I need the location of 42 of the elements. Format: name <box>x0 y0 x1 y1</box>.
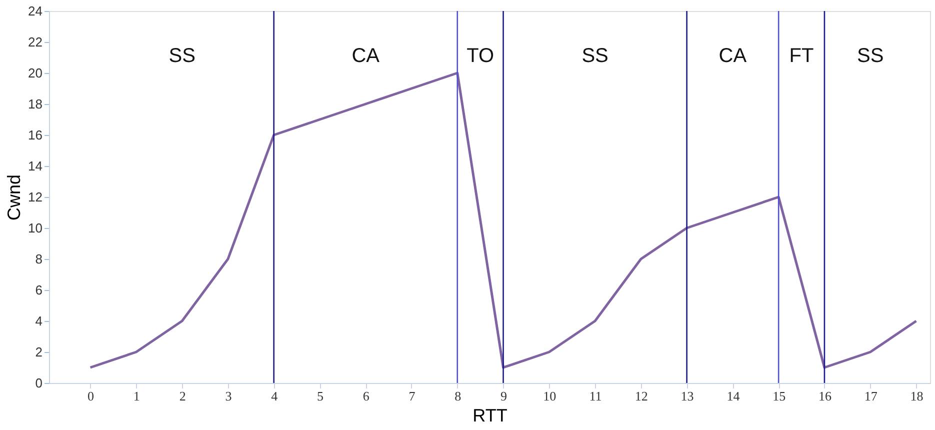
annotation: SS <box>168 45 196 67</box>
x-tick-label: 11 <box>589 388 602 404</box>
x-tick-label: 0 <box>88 388 94 404</box>
x-tick-label: 2 <box>179 388 186 404</box>
y-tick-label: 18 <box>28 96 42 112</box>
x-tick-label: 3 <box>225 388 232 404</box>
x-tick-label: 4 <box>271 388 278 404</box>
y-tick-label: 2 <box>35 344 42 360</box>
x-axis-title: RTT <box>472 406 508 426</box>
annotation: SS <box>857 45 884 67</box>
x-tick-label: 12 <box>634 388 648 404</box>
x-tick-label: 10 <box>543 388 556 404</box>
y-tick-label: 16 <box>28 128 42 142</box>
line-series <box>89 72 918 369</box>
annotation: CA <box>352 45 380 67</box>
x-tick-label: 13 <box>680 388 694 404</box>
y-tick-label: 20 <box>28 66 42 80</box>
x-tick-label: 18 <box>910 388 924 404</box>
x-tick-label: 17 <box>864 388 878 404</box>
annotation: CA <box>718 45 748 67</box>
x-tick-label: 14 <box>726 388 740 404</box>
y-axis-title: Cwnd <box>4 174 24 221</box>
y-tick-label: 12 <box>28 190 42 204</box>
x-tick-label: 8 <box>454 388 462 404</box>
x-tick-label: 7 <box>408 388 416 404</box>
y-tick-label: 6 <box>35 282 42 298</box>
x-tick-label: 6 <box>362 388 370 404</box>
y-tick-label: 8 <box>35 252 42 266</box>
y-tick-label: 4 <box>35 314 42 328</box>
x-tick-label: 16 <box>818 388 832 404</box>
y-tick-label: 14 <box>28 158 42 174</box>
x-tick-label: 9 <box>500 388 508 404</box>
y-tick-label: 10 <box>28 220 42 236</box>
annotation: TO <box>466 45 494 67</box>
y-tick-label: 0 <box>35 376 42 390</box>
x-tick-label: 15 <box>772 388 786 404</box>
annotation: SS <box>582 45 608 67</box>
annotation: FT <box>789 45 814 67</box>
x-tick-label: 5 <box>316 388 324 404</box>
y-tick-label: 22 <box>28 34 42 50</box>
y-tick-label: 24 <box>28 4 42 18</box>
x-tick-label: 1 <box>133 388 140 404</box>
